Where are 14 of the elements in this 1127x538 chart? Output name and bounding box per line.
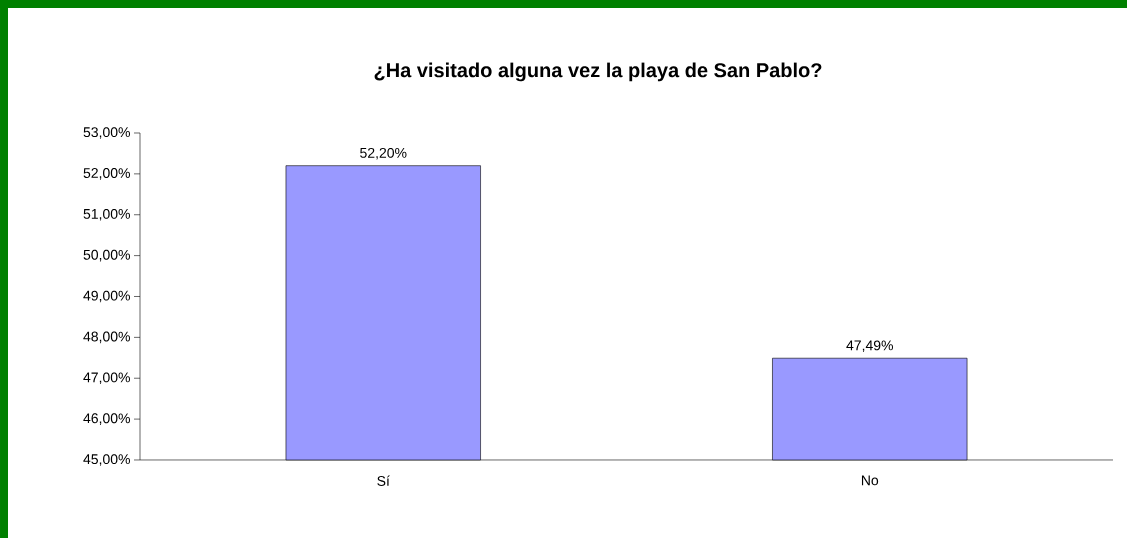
y-tick-label: 50,00%: [83, 249, 130, 262]
y-tick-label: 53,00%: [83, 127, 130, 139]
y-tick-label: 52,00%: [83, 168, 130, 180]
y-tick-label: 51,00%: [83, 208, 130, 221]
data-label: 47,49%: [846, 340, 893, 353]
x-tick-label: No: [861, 475, 879, 486]
x-tick-label: Sí: [377, 475, 390, 486]
y-tick-label: 49,00%: [83, 290, 130, 303]
y-tick-label: 48,00%: [83, 331, 130, 344]
data-label: 52,20%: [360, 147, 407, 160]
y-tick-label: 45,00%: [83, 454, 130, 466]
chart-title: ¿Ha visitado alguna vez la playa de San Pablo?: [374, 62, 822, 82]
y-tick-label: 47,00%: [83, 372, 130, 385]
y-tick-label: 46,00%: [83, 413, 130, 425]
